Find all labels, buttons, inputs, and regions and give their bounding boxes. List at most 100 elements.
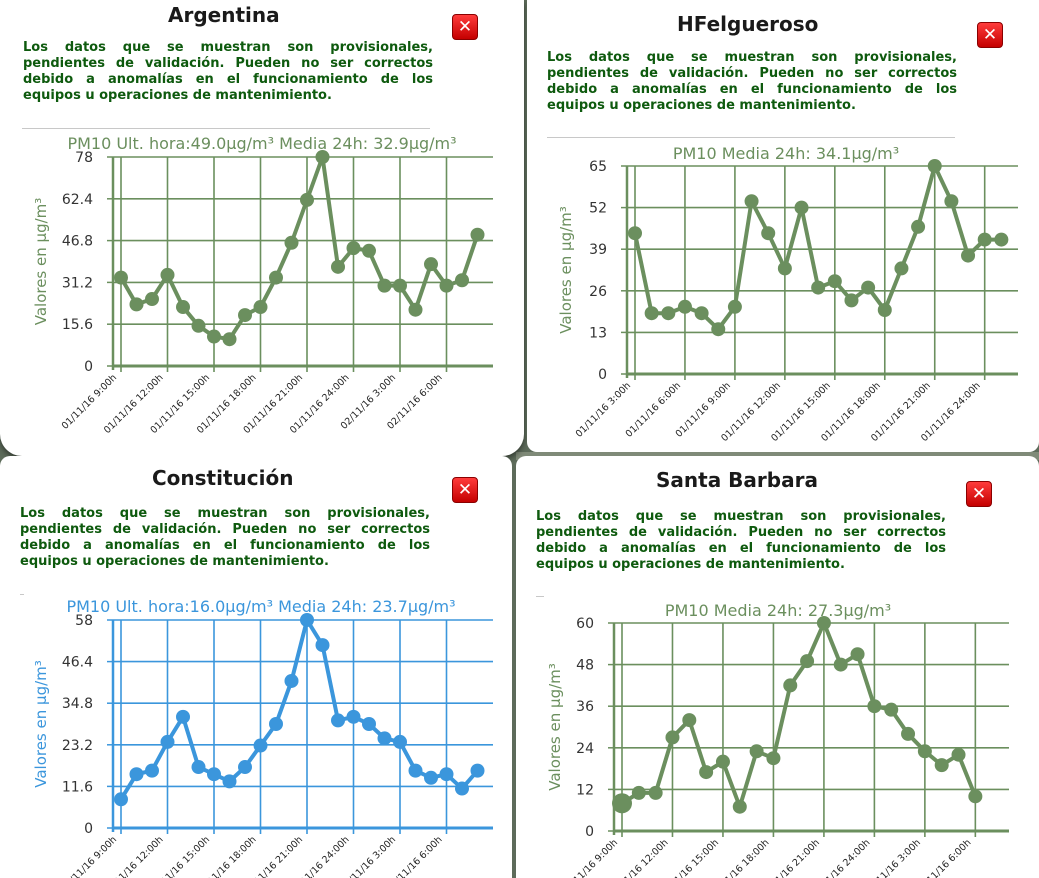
data-point bbox=[766, 751, 781, 766]
data-point bbox=[331, 259, 345, 274]
station-title: Constitución bbox=[152, 466, 294, 490]
close-button[interactable]: ✕ bbox=[452, 14, 478, 40]
series-line bbox=[119, 155, 480, 342]
chart-title: PM10 Ult. hora:49.0µg/m³ Media 24h: 32.9… bbox=[67, 134, 456, 153]
popup-hfelgueroso: HFelgueroso ✕ Los datos que se muestran … bbox=[527, 0, 1039, 452]
data-point bbox=[253, 738, 268, 753]
data-point bbox=[284, 235, 299, 250]
data-point bbox=[408, 302, 423, 317]
separator bbox=[22, 128, 430, 129]
close-button[interactable]: ✕ bbox=[452, 477, 478, 503]
data-point bbox=[455, 781, 469, 796]
y-axis-label: Valores en µg/m³ bbox=[546, 663, 564, 791]
station-title: HFelgueroso bbox=[677, 12, 819, 36]
data-point bbox=[800, 654, 815, 669]
data-point bbox=[114, 792, 128, 807]
data-point bbox=[300, 613, 314, 627]
data-point bbox=[732, 799, 747, 814]
data-point bbox=[129, 767, 144, 782]
x-tick-label: 02/11/16 3:00h bbox=[864, 837, 923, 878]
y-tick-label: 13 bbox=[589, 325, 607, 341]
y-axis-label: Valores en µg/m³ bbox=[32, 198, 50, 326]
data-point bbox=[783, 678, 798, 693]
data-point bbox=[961, 248, 976, 263]
y-axis-label: Valores en µg/m³ bbox=[32, 660, 50, 788]
data-point bbox=[677, 299, 692, 314]
data-point bbox=[207, 767, 221, 782]
data-point bbox=[424, 770, 438, 785]
y-tick-label: 31.2 bbox=[62, 275, 93, 291]
separator bbox=[547, 137, 955, 138]
popup-santa-barbara: Santa Barbara ✕ Los datos que se muestra… bbox=[516, 456, 1039, 878]
data-point bbox=[439, 278, 454, 293]
data-point bbox=[894, 261, 909, 276]
y-tick-label: 0 bbox=[84, 359, 93, 375]
data-point bbox=[424, 257, 438, 272]
data-point bbox=[917, 744, 932, 759]
data-point bbox=[901, 726, 916, 741]
data-point bbox=[176, 300, 190, 315]
station-title: Argentina bbox=[168, 3, 280, 27]
popup-argentina: Argentina ✕ Los datos que se muestran so… bbox=[0, 0, 524, 456]
chart-title: PM10 Media 24h: 34.1µg/m³ bbox=[673, 144, 899, 163]
y-tick-label: 11.6 bbox=[62, 779, 93, 795]
data-point bbox=[284, 673, 299, 688]
y-tick-label: 58 bbox=[75, 613, 93, 629]
data-point bbox=[631, 785, 646, 800]
data-point bbox=[191, 318, 206, 333]
data-point bbox=[927, 159, 942, 173]
y-tick-label: 26 bbox=[589, 284, 607, 300]
data-point bbox=[833, 657, 848, 672]
data-point bbox=[761, 226, 776, 241]
pm10-chart: PM10 Ult. hora:16.0µg/m³ Media 24h: 23.7… bbox=[32, 597, 493, 878]
data-point bbox=[694, 306, 709, 321]
data-point bbox=[408, 763, 423, 778]
y-tick-label: 78 bbox=[75, 150, 93, 166]
data-point bbox=[439, 767, 454, 782]
data-point bbox=[145, 292, 159, 307]
x-tick-label: 01/11/16 9:00h bbox=[60, 834, 119, 878]
data-point bbox=[944, 194, 959, 209]
data-point bbox=[222, 774, 237, 789]
data-point bbox=[682, 713, 697, 728]
data-point bbox=[867, 699, 882, 714]
data-point bbox=[844, 293, 859, 308]
pm10-chart: PM10 Ult. hora:49.0µg/m³ Media 24h: 32.9… bbox=[32, 134, 493, 436]
data-point bbox=[911, 219, 926, 234]
data-point bbox=[470, 763, 485, 778]
data-point bbox=[393, 734, 407, 749]
provisional-data-notice: Los datos que se muestran son provisiona… bbox=[23, 40, 433, 103]
data-point bbox=[715, 754, 730, 769]
data-point bbox=[665, 730, 680, 745]
data-point bbox=[934, 758, 949, 773]
data-point bbox=[612, 793, 632, 814]
close-button[interactable]: ✕ bbox=[977, 22, 1003, 48]
data-point bbox=[884, 702, 899, 717]
data-point bbox=[777, 261, 792, 276]
data-point bbox=[207, 329, 221, 344]
data-point bbox=[222, 332, 237, 347]
data-point bbox=[816, 616, 831, 630]
data-point bbox=[711, 322, 726, 337]
data-point bbox=[145, 763, 159, 778]
close-button[interactable]: ✕ bbox=[966, 481, 992, 507]
data-point bbox=[160, 267, 175, 282]
data-point bbox=[699, 765, 714, 780]
y-tick-label: 65 bbox=[589, 159, 607, 175]
data-point bbox=[238, 308, 252, 323]
y-tick-label: 23.2 bbox=[62, 738, 93, 754]
data-point bbox=[744, 194, 759, 209]
data-point bbox=[346, 709, 361, 724]
separator bbox=[20, 594, 24, 595]
separator bbox=[536, 596, 544, 597]
y-tick-label: 46.4 bbox=[62, 655, 93, 671]
y-tick-label: 0 bbox=[84, 821, 93, 837]
data-point bbox=[827, 274, 842, 289]
series-line bbox=[620, 621, 978, 809]
data-point bbox=[346, 241, 361, 256]
data-point bbox=[253, 300, 268, 315]
data-point bbox=[749, 744, 764, 759]
data-point bbox=[269, 270, 283, 285]
data-point bbox=[977, 232, 992, 247]
data-point bbox=[794, 200, 809, 215]
